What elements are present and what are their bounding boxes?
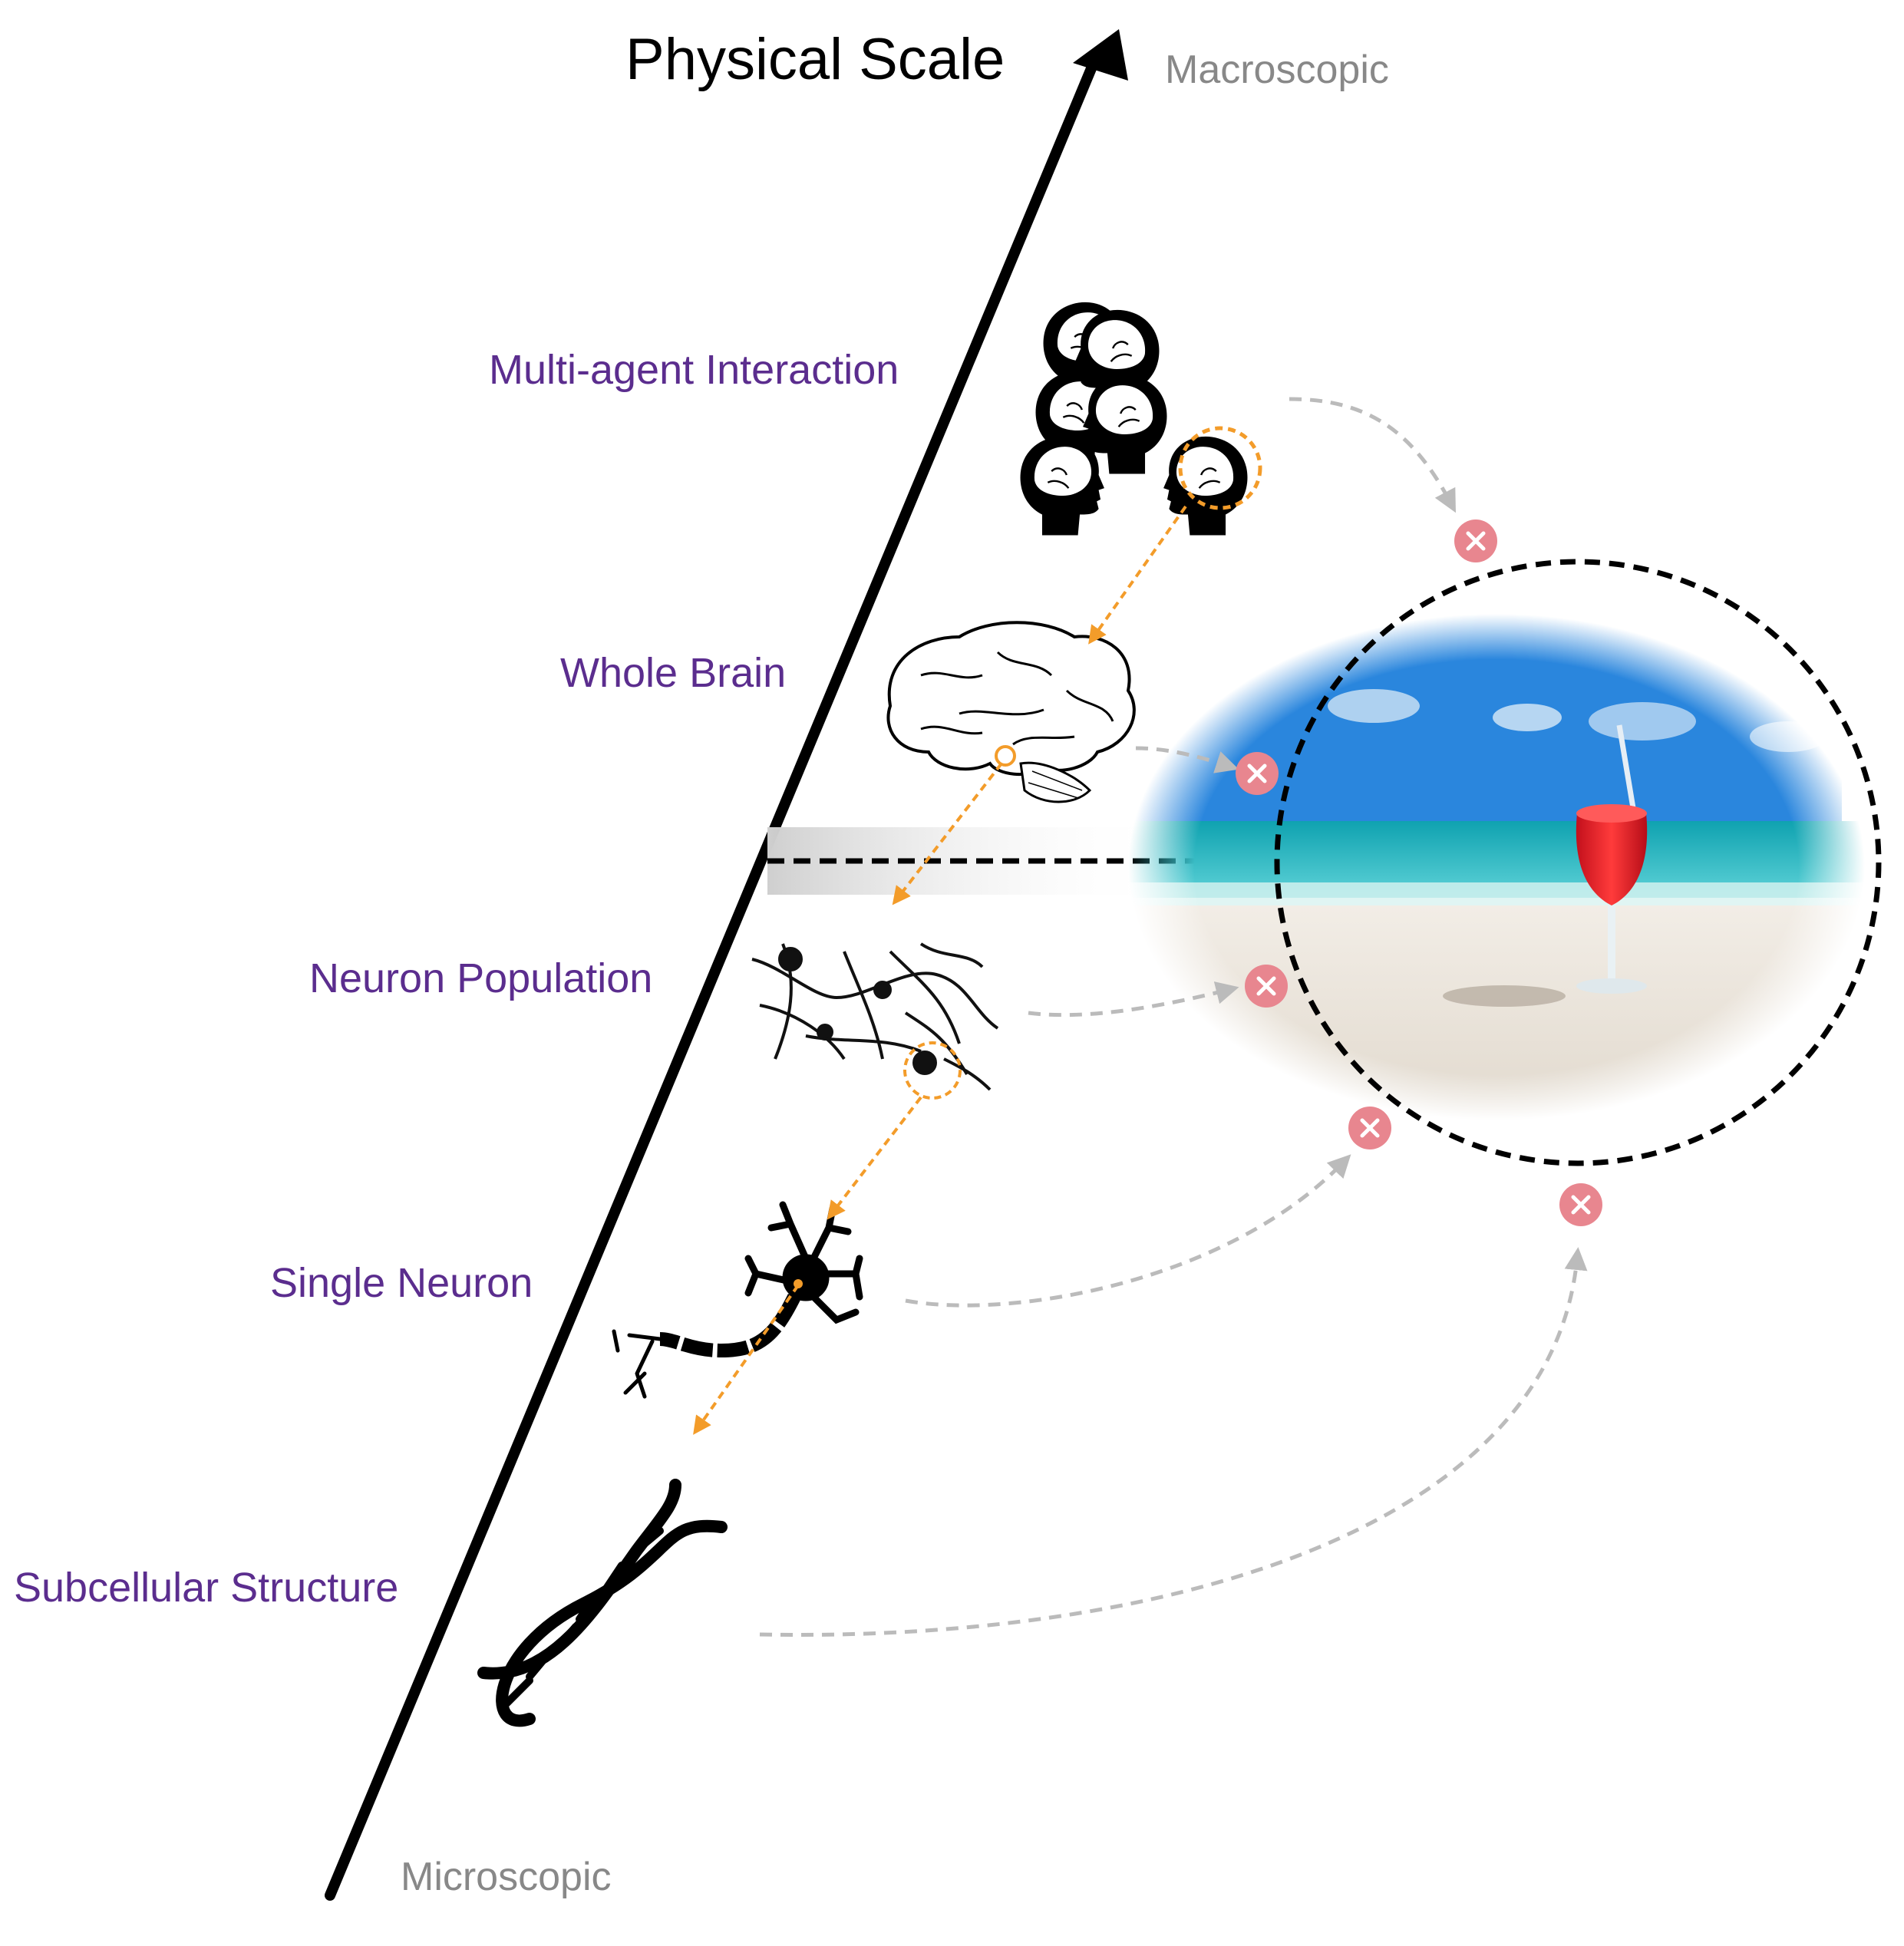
fail-marker-icon	[1559, 1183, 1602, 1226]
macroscopic-label: Macroscopic	[1165, 48, 1389, 92]
fail-marker-icon	[1245, 965, 1288, 1008]
fail-arrows	[759, 397, 1588, 1637]
neuron-icon	[612, 1201, 863, 1399]
neuron-network-icon	[751, 942, 999, 1100]
heads-group-icon	[1019, 301, 1262, 536]
fail-marker-icon	[1348, 1107, 1391, 1149]
level-label-subcellular: Subcellular Structure	[14, 1565, 399, 1611]
zoom-arrows	[693, 505, 1187, 1435]
microscopic-label: Microscopic	[401, 1855, 612, 1899]
fail-marker-icon	[1454, 519, 1497, 562]
beach-cocktail-image	[1074, 599, 1873, 1136]
diagram-title: Physical Scale	[625, 27, 1005, 92]
level-label-neuron-population: Neuron Population	[309, 955, 653, 1001]
dna-icon	[477, 1479, 728, 1727]
level-label-multi-agent: Multi-agent Interaction	[489, 347, 899, 393]
target-circle	[1274, 559, 1882, 1166]
level-label-single-neuron: Single Neuron	[270, 1260, 533, 1306]
scale-axis-arrow	[325, 29, 1128, 1901]
level-label-whole-brain: Whole Brain	[560, 650, 787, 696]
brain-icon	[886, 621, 1136, 803]
fail-marker-icon	[1236, 752, 1279, 795]
